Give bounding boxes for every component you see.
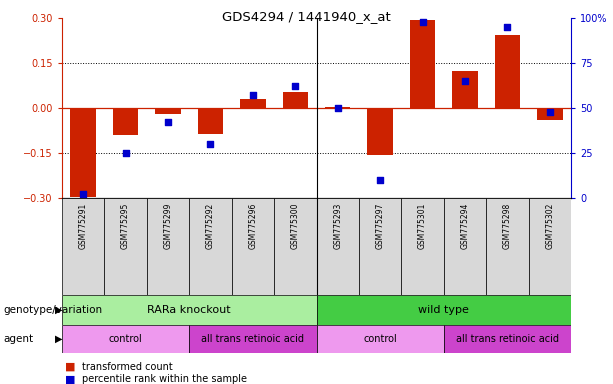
Bar <box>189 325 316 353</box>
Bar <box>232 198 274 295</box>
Text: percentile rank within the sample: percentile rank within the sample <box>82 374 247 384</box>
Text: all trans retinoic acid: all trans retinoic acid <box>202 334 305 344</box>
Bar <box>62 325 189 353</box>
Text: ■: ■ <box>65 362 75 372</box>
Text: GSM775292: GSM775292 <box>206 203 215 249</box>
Bar <box>113 108 139 135</box>
Point <box>545 109 555 115</box>
Point <box>78 191 88 197</box>
Bar <box>104 198 147 295</box>
Text: GSM775296: GSM775296 <box>248 203 257 249</box>
Text: wild type: wild type <box>418 305 469 315</box>
Bar <box>444 325 571 353</box>
Text: GDS4294 / 1441940_x_at: GDS4294 / 1441940_x_at <box>222 10 391 23</box>
Bar <box>452 71 478 108</box>
Text: GSM775294: GSM775294 <box>460 203 470 249</box>
Bar <box>274 198 316 295</box>
Point <box>375 177 385 183</box>
Bar <box>316 325 444 353</box>
Bar <box>283 91 308 108</box>
Text: GSM775299: GSM775299 <box>164 203 172 249</box>
Bar <box>155 108 181 114</box>
Text: transformed count: transformed count <box>82 362 173 372</box>
Text: GSM775297: GSM775297 <box>376 203 384 249</box>
Bar <box>62 295 316 325</box>
Bar <box>402 198 444 295</box>
Bar <box>147 198 189 295</box>
Text: ■: ■ <box>65 374 75 384</box>
Text: genotype/variation: genotype/variation <box>3 305 102 315</box>
Bar <box>240 99 265 108</box>
Bar <box>316 198 359 295</box>
Bar <box>189 198 232 295</box>
Text: GSM775295: GSM775295 <box>121 203 130 249</box>
Text: GSM775298: GSM775298 <box>503 203 512 249</box>
Point <box>460 78 470 84</box>
Point <box>417 18 427 25</box>
Text: control: control <box>364 334 397 344</box>
Text: GSM775300: GSM775300 <box>291 203 300 249</box>
Bar <box>325 106 351 108</box>
Text: GSM775301: GSM775301 <box>418 203 427 249</box>
Text: ▶: ▶ <box>55 334 62 344</box>
Text: GSM775291: GSM775291 <box>78 203 88 249</box>
Text: GSM775293: GSM775293 <box>333 203 342 249</box>
Text: all trans retinoic acid: all trans retinoic acid <box>456 334 559 344</box>
Bar <box>316 295 571 325</box>
Point <box>291 83 300 89</box>
Bar <box>528 198 571 295</box>
Bar <box>359 198 402 295</box>
Text: control: control <box>109 334 142 344</box>
Text: ▶: ▶ <box>55 305 62 315</box>
Bar <box>198 108 223 134</box>
Point <box>503 24 512 30</box>
Bar <box>62 198 104 295</box>
Bar <box>410 20 435 108</box>
Bar <box>537 108 563 120</box>
Bar <box>495 35 520 108</box>
Bar <box>486 198 528 295</box>
Point <box>121 150 131 156</box>
Bar <box>70 108 96 197</box>
Text: RARa knockout: RARa knockout <box>148 305 231 315</box>
Bar <box>444 198 486 295</box>
Point <box>248 92 258 98</box>
Text: agent: agent <box>3 334 33 344</box>
Point <box>333 105 343 111</box>
Point <box>205 141 215 147</box>
Bar <box>367 108 393 154</box>
Text: GSM775302: GSM775302 <box>546 203 554 249</box>
Point <box>163 119 173 126</box>
